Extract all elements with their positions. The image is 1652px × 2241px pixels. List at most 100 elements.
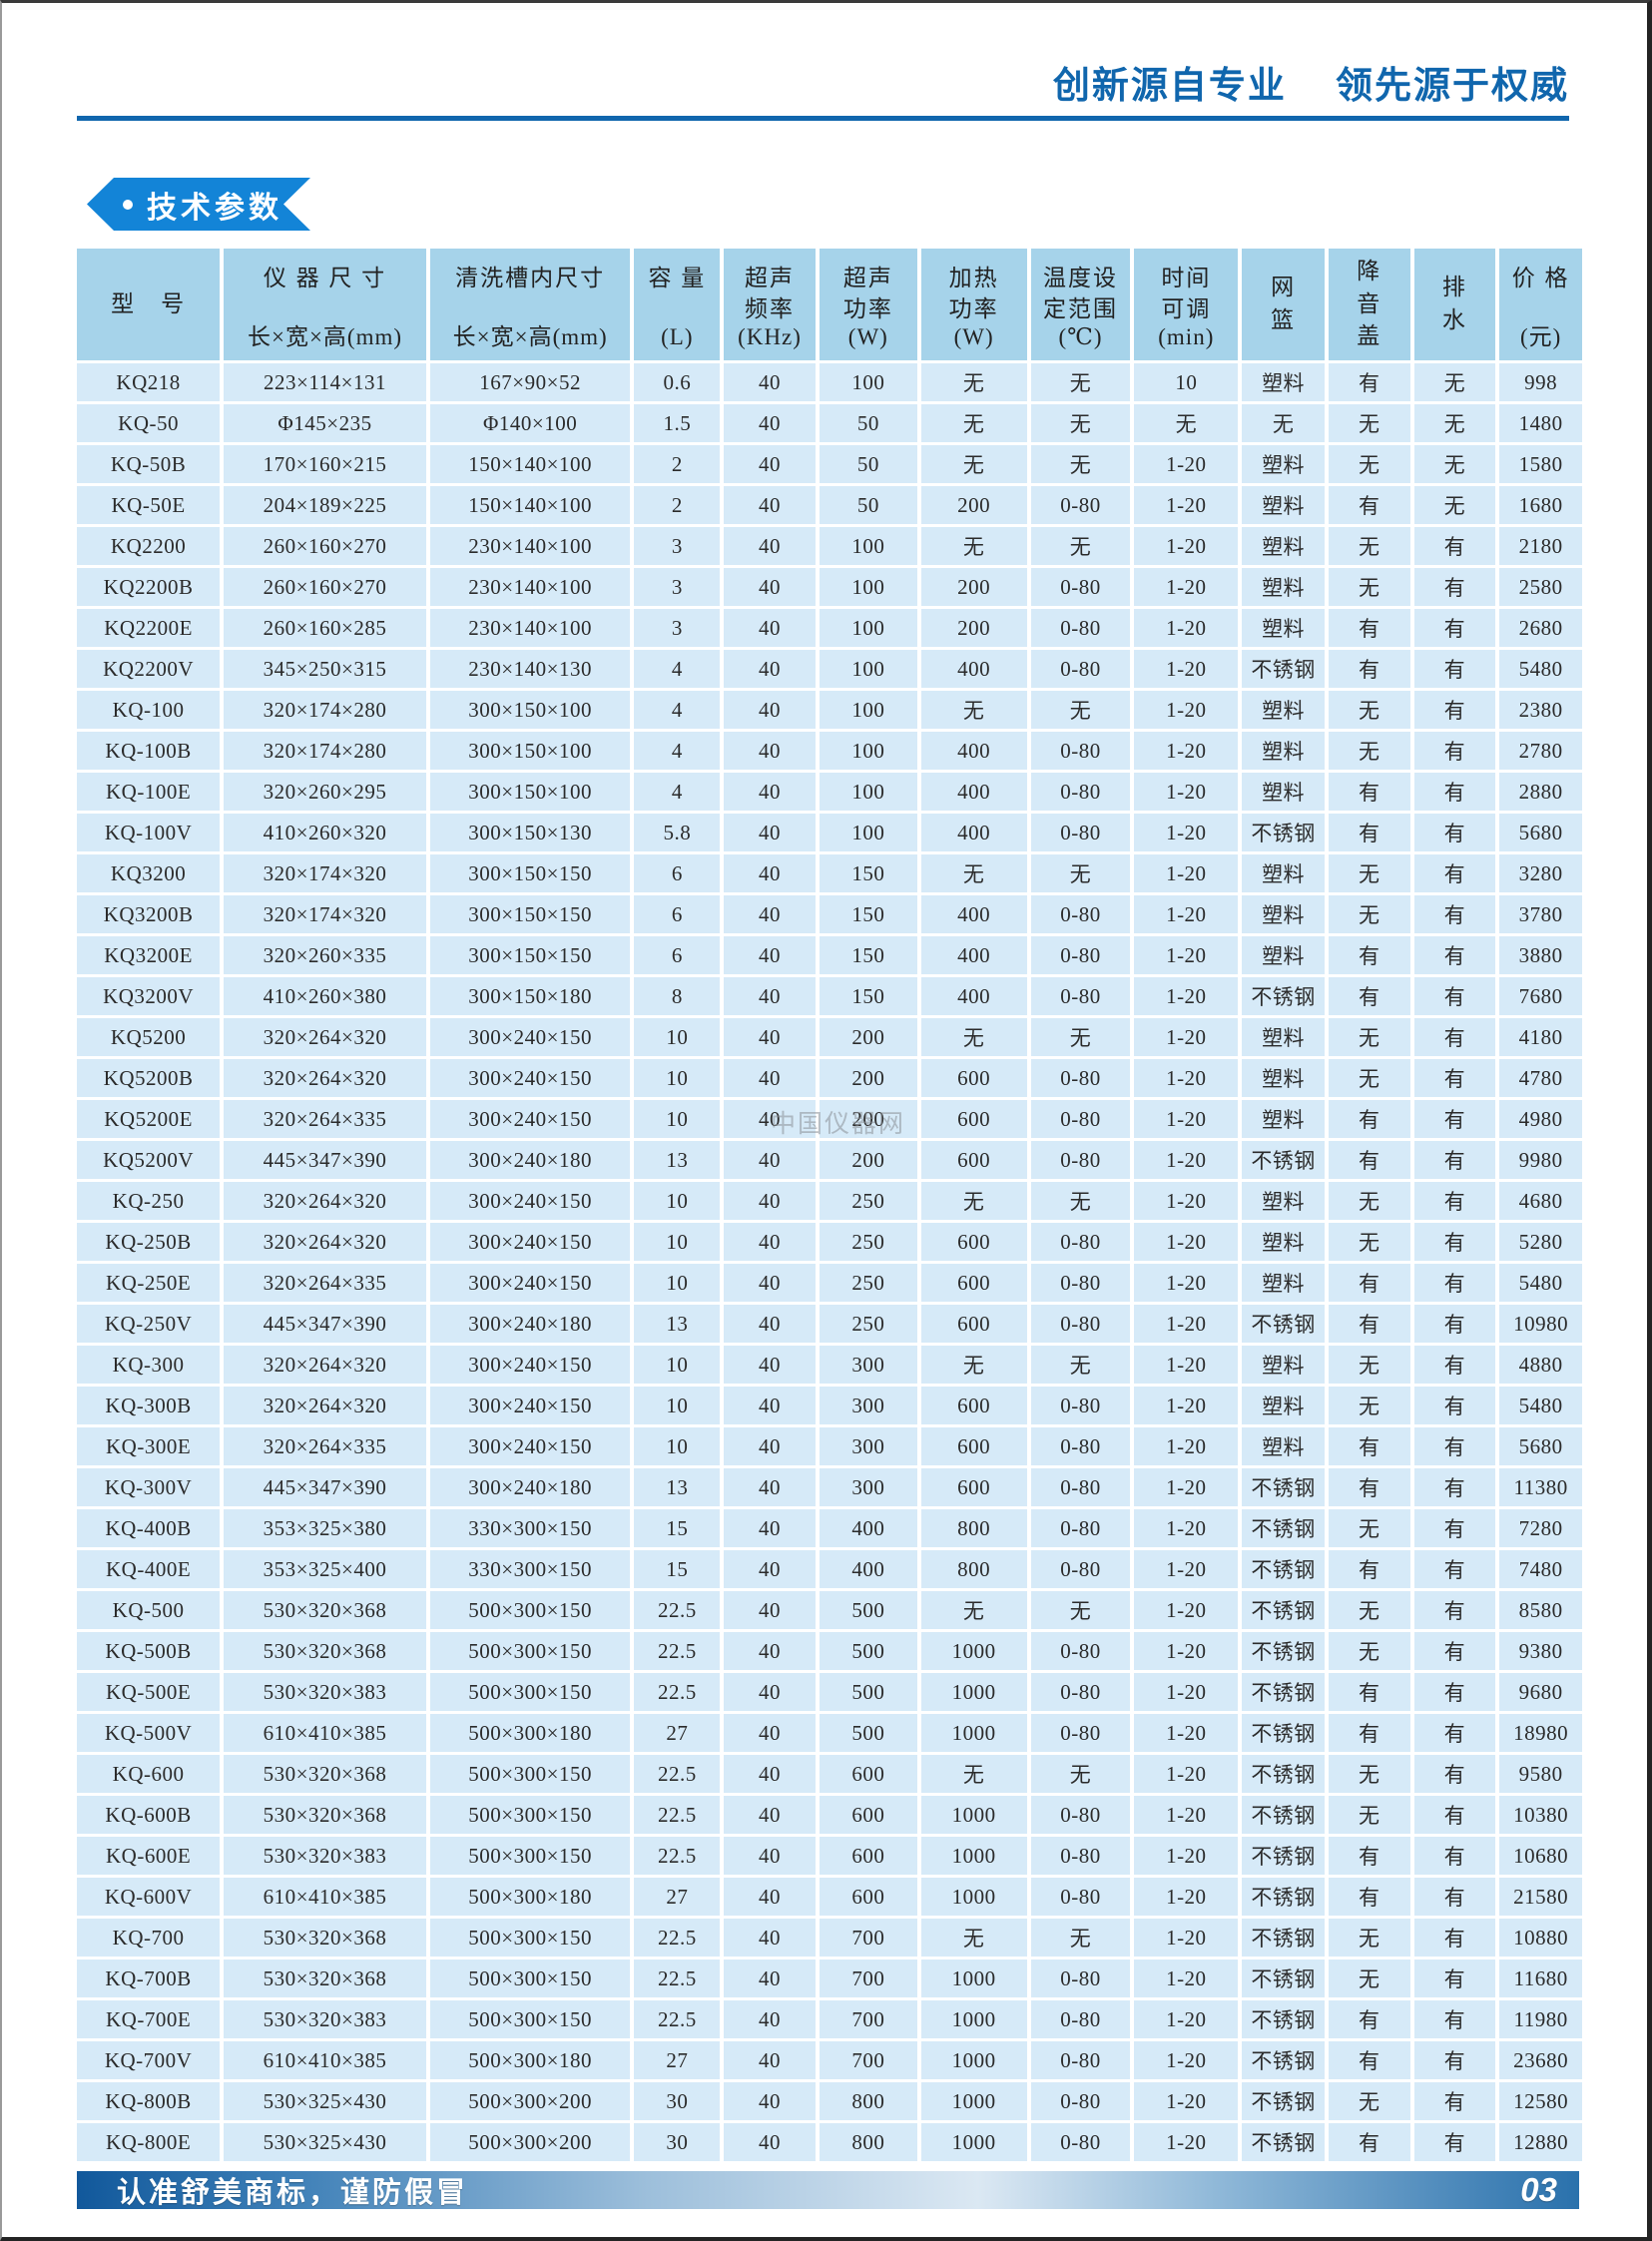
table-cell: 无 — [1328, 1346, 1410, 1384]
table-cell: 400 — [920, 977, 1027, 1015]
table-cell: 40 — [724, 568, 816, 606]
table-cell: 无 — [920, 445, 1027, 483]
table-cell: 300×150×150 — [429, 854, 631, 892]
table-row: KQ-800B 530×325×430 500×300×200 30 40 800 1000… — [77, 2082, 1582, 2120]
table-cell: 有 — [1413, 650, 1496, 688]
table-cell: 40 — [724, 1100, 816, 1138]
table-cell: 无 — [920, 1919, 1027, 1957]
table-cell: 2680 — [1499, 609, 1582, 647]
table-cell: 无 — [1328, 1387, 1410, 1424]
table-cell: 250 — [819, 1182, 917, 1220]
table-cell: 230×140×100 — [429, 609, 631, 647]
table-cell: 10380 — [1499, 1796, 1582, 1834]
table-cell: 15 — [634, 1550, 721, 1588]
table-cell: 320×264×335 — [224, 1264, 426, 1302]
table-cell: 2380 — [1499, 691, 1582, 729]
table-cell: 有 — [1413, 1427, 1496, 1465]
table-cell: 5480 — [1499, 650, 1582, 688]
table-cell: 150 — [819, 854, 917, 892]
table-cell: 1-20 — [1134, 1305, 1239, 1343]
table-cell: 100 — [819, 691, 917, 729]
table-cell: 无 — [920, 404, 1027, 442]
table-cell: 300×150×180 — [429, 977, 631, 1015]
table-cell: 300×240×150 — [429, 1427, 631, 1465]
table-cell: 1-20 — [1134, 1387, 1239, 1424]
table-cell: 100 — [819, 568, 917, 606]
table-row: KQ3200 320×174×320 300×150×150 6 40 150 无无 1-20… — [77, 854, 1582, 892]
table-row: KQ-100B 320×174×280 300×150×100 4 40 100 400 0-… — [77, 732, 1582, 770]
table-cell: 无 — [920, 527, 1027, 565]
table-cell: 260×160×285 — [224, 609, 426, 647]
table-cell: 0-80 — [1030, 1673, 1131, 1711]
table-cell: 250 — [819, 1305, 917, 1343]
column-title-line: 排 — [1441, 275, 1467, 300]
table-cell: 300×240×180 — [429, 1141, 631, 1179]
table-cell: 1-20 — [1134, 1509, 1239, 1547]
table-cell: 998 — [1499, 363, 1582, 401]
table-cell: 不锈钢 — [1242, 1305, 1325, 1343]
column-title-line: 超声 — [842, 266, 893, 290]
table-cell: 320×174×280 — [224, 732, 426, 770]
table-cell: 有 — [1328, 609, 1410, 647]
table-cell: 100 — [819, 527, 917, 565]
column-title-line: 盖 — [1357, 323, 1382, 349]
table-cell: 40 — [724, 1755, 816, 1793]
table-cell: 600 — [920, 1387, 1027, 1424]
table-cell: 500×300×180 — [429, 2041, 631, 2079]
table-cell: 30 — [634, 2123, 721, 2161]
footer-bar: 认准舒美商标，谨防假冒 03 — [77, 2171, 1579, 2209]
column-title-line: 篮 — [1271, 307, 1297, 332]
table-cell: 0-80 — [1030, 1960, 1131, 1997]
table-cell: 有 — [1328, 1714, 1410, 1752]
table-cell: 有 — [1328, 2041, 1410, 2079]
table-cell: 410×260×320 — [224, 814, 426, 851]
table-cell: 塑料 — [1242, 732, 1325, 770]
table-row: KQ-50E 204×189×225 150×140×100 2 40 50 200 0-80… — [77, 486, 1582, 524]
model-cell: KQ-500V — [77, 1714, 221, 1752]
table-cell: 200 — [819, 1059, 917, 1097]
table-cell: 40 — [724, 1509, 816, 1547]
table-cell: 345×250×315 — [224, 650, 426, 688]
column-title-line: 功率 — [948, 295, 999, 321]
table-cell: 600 — [819, 1796, 917, 1834]
column-title-line: 时间 — [1161, 266, 1212, 290]
table-cell: 6 — [634, 895, 721, 933]
table-row: KQ5200B 320×264×320 300×240×150 10 40 200 600 0… — [77, 1059, 1582, 1097]
table-cell: 445×347×390 — [224, 1141, 426, 1179]
table-cell: 有 — [1328, 1673, 1410, 1711]
table-cell: 不锈钢 — [1242, 1714, 1325, 1752]
table-cell: 1000 — [920, 1632, 1027, 1670]
table-cell: 不锈钢 — [1242, 814, 1325, 851]
table-cell: 1-20 — [1134, 1427, 1239, 1465]
table-cell: 无 — [1134, 404, 1239, 442]
table-row: KQ-250E 320×264×335 300×240×150 10 40 250 600 0… — [77, 1264, 1582, 1302]
table-cell: 200 — [819, 1018, 917, 1056]
table-cell: 40 — [724, 2082, 816, 2120]
model-cell: KQ-250B — [77, 1223, 221, 1261]
table-cell: 10880 — [1499, 1919, 1582, 1957]
table-cell: 1-20 — [1134, 1632, 1239, 1670]
spec-table-head: 型 号仪 器 尺 寸长×宽×高(mm) 清洗槽内尺寸 长×宽×高(mm) 容 量 (L)… — [77, 249, 1582, 360]
table-cell: 有 — [1328, 1878, 1410, 1916]
table-cell: 600 — [920, 1141, 1027, 1179]
table-cell: 300×150×150 — [429, 895, 631, 933]
table-row: KQ-500E 530×320×383 500×300×150 22.5 40 500 10… — [77, 1673, 1582, 1711]
table-cell: 445×347×390 — [224, 1305, 426, 1343]
table-cell: 40 — [724, 1141, 816, 1179]
table-cell: 1-20 — [1134, 1591, 1239, 1629]
table-cell: 600 — [920, 1305, 1027, 1343]
table-cell: 1-20 — [1134, 1550, 1239, 1588]
table-cell: 400 — [819, 1550, 917, 1588]
table-cell: 40 — [724, 650, 816, 688]
table-cell: 1000 — [920, 1878, 1027, 1916]
table-cell: 无 — [920, 1755, 1027, 1793]
table-cell: 40 — [724, 854, 816, 892]
table-cell: 无 — [1328, 404, 1410, 442]
table-cell: 600 — [920, 1468, 1027, 1506]
table-cell: 不锈钢 — [1242, 1141, 1325, 1179]
table-cell: 40 — [724, 2000, 816, 2038]
table-cell: 1-20 — [1134, 568, 1239, 606]
table-cell: 40 — [724, 1673, 816, 1711]
table-cell: 15 — [634, 1509, 721, 1547]
table-cell: 无 — [1030, 1755, 1131, 1793]
